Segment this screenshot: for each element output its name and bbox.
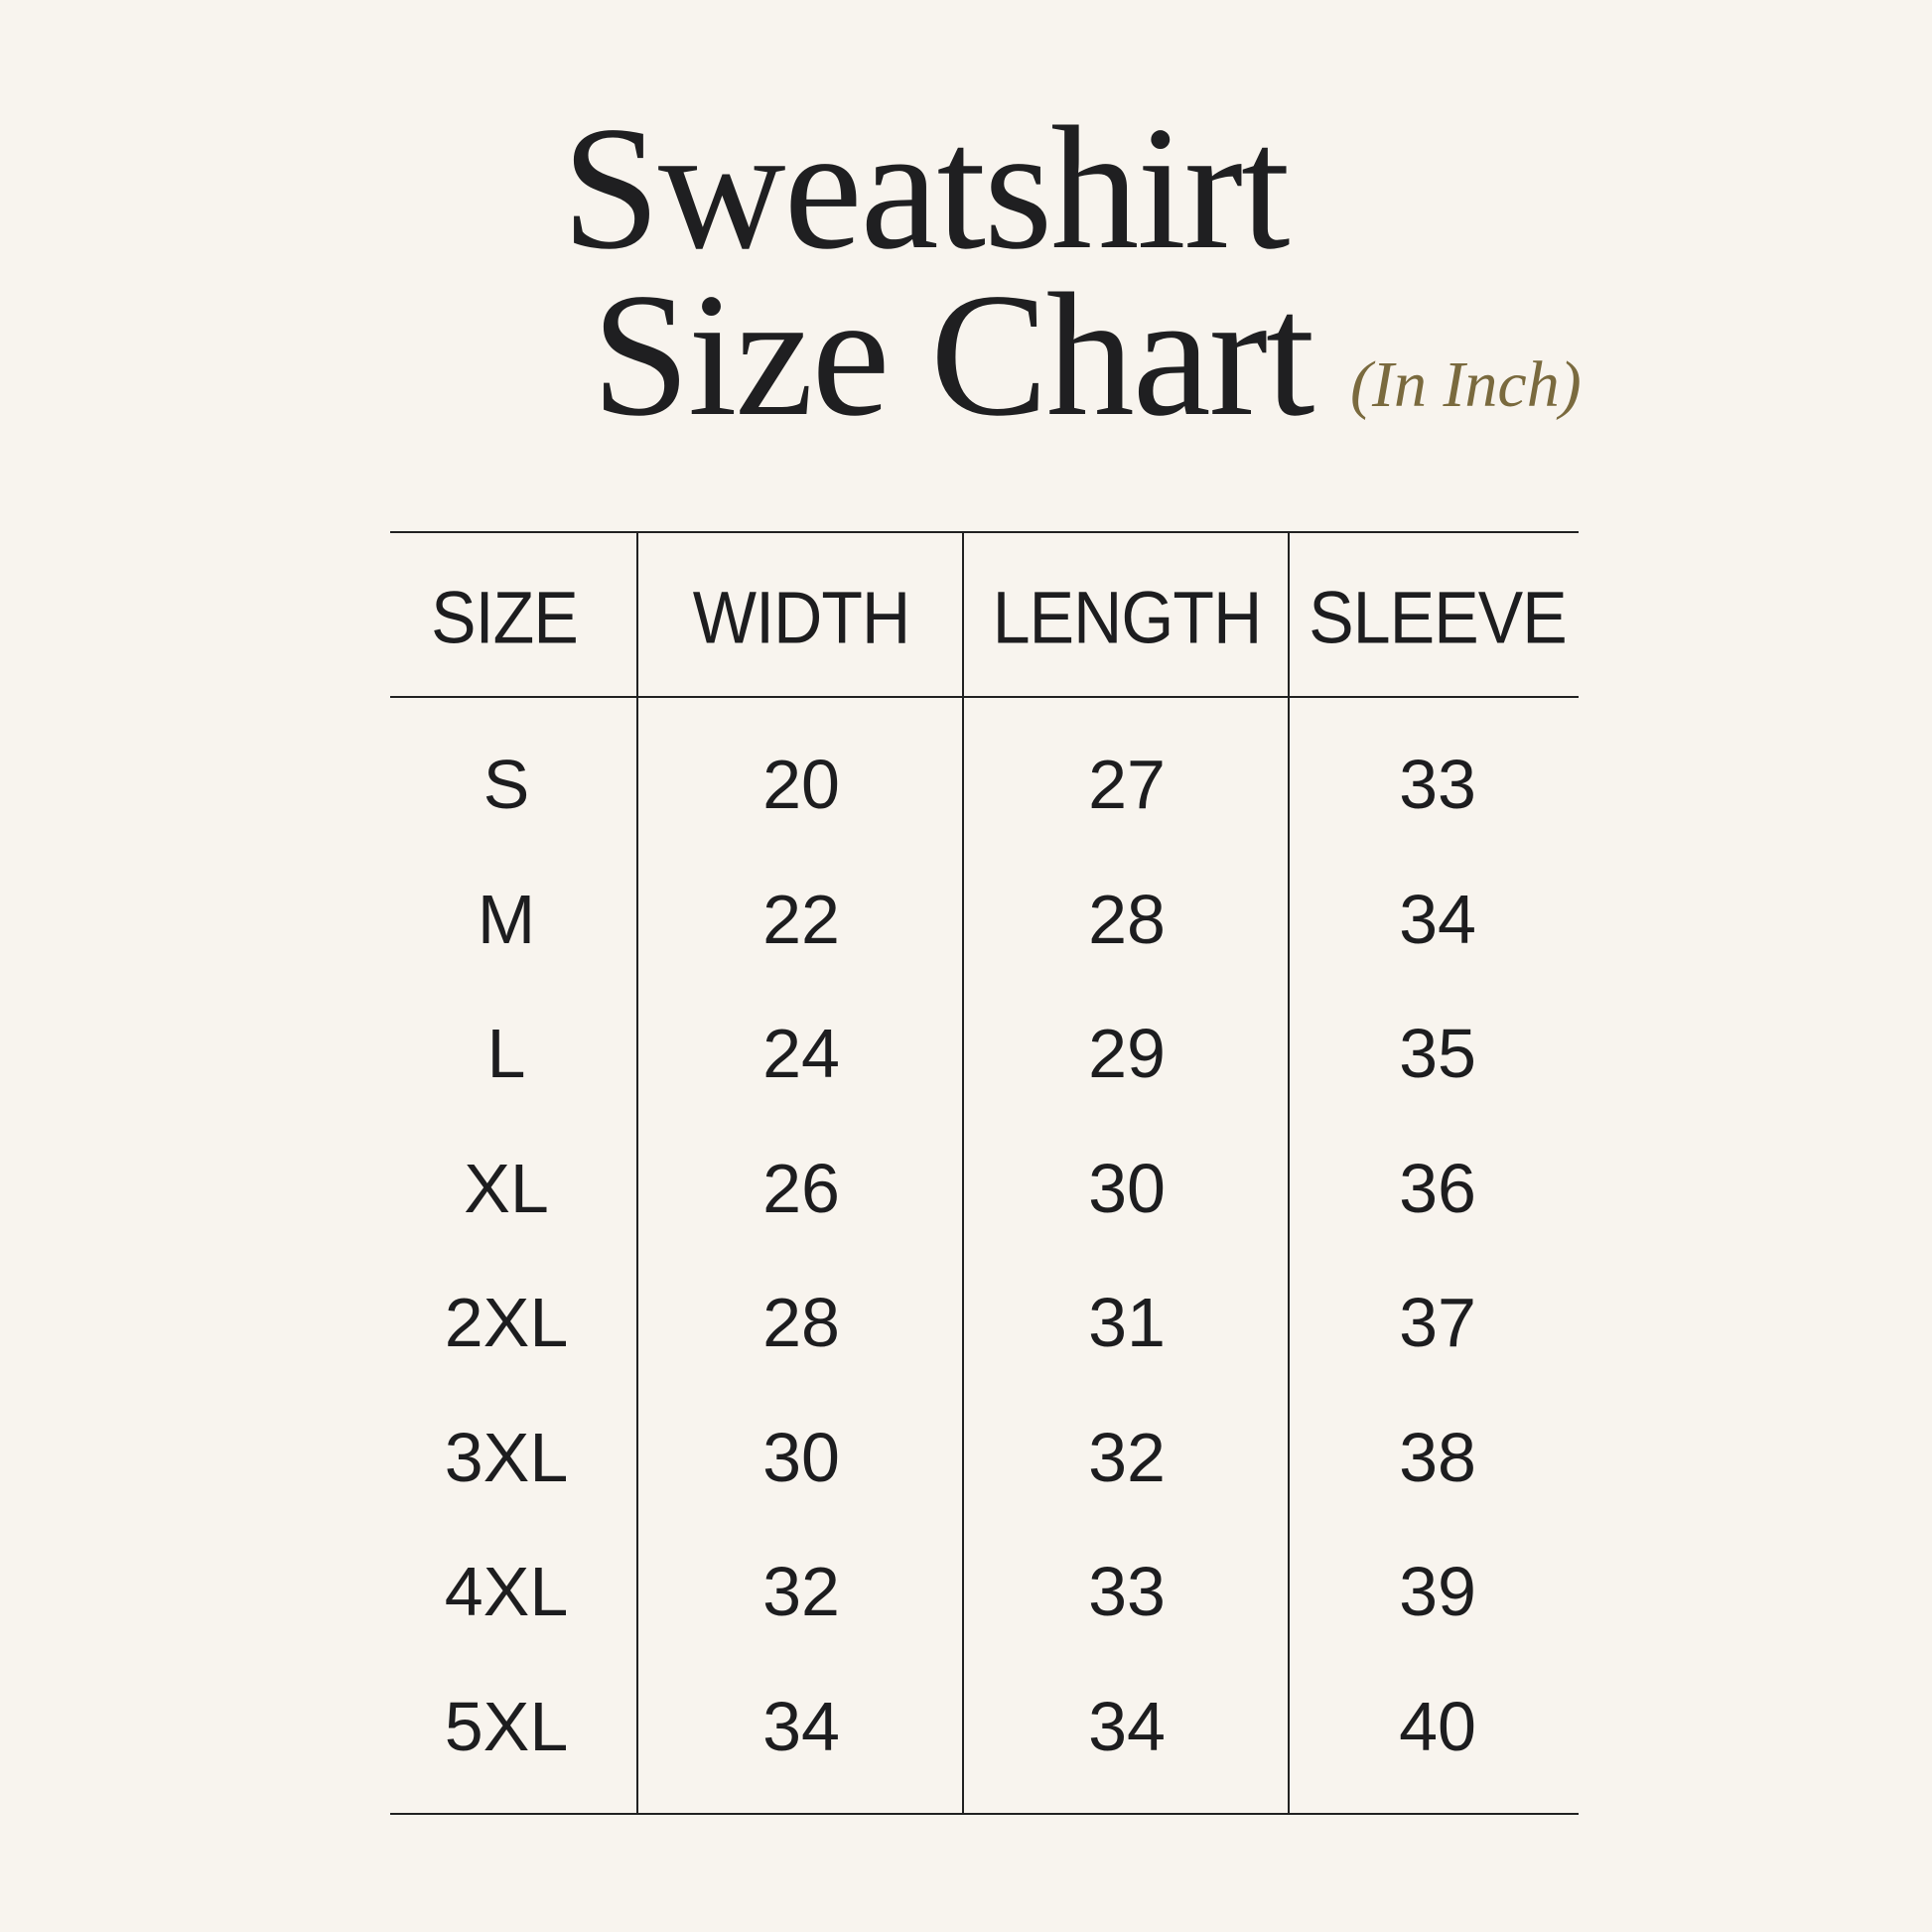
measurement-cell: 30: [762, 1418, 840, 1496]
measurement-cell: 33: [1399, 746, 1476, 823]
measurement-cell: 26: [762, 1149, 840, 1227]
measurement-cell: 24: [762, 1015, 840, 1092]
size-cell: 4XL: [444, 1553, 569, 1630]
title-line-2: Size Chart: [592, 256, 1314, 453]
measurement-cell: 40: [1399, 1687, 1476, 1765]
table-top-rule: [390, 531, 1579, 533]
size-cell: 3XL: [444, 1418, 569, 1496]
measurement-cell: 34: [1088, 1687, 1166, 1765]
size-cell: L: [486, 1015, 526, 1092]
measurement-cell: 32: [762, 1553, 840, 1630]
measurement-cell: 34: [762, 1687, 840, 1765]
measurement-cell: 29: [1088, 1015, 1166, 1092]
size-cell: S: [483, 746, 530, 823]
column-divider: [636, 532, 638, 1814]
measurement-cell: 28: [762, 1284, 840, 1361]
measurement-cell: 27: [1088, 746, 1166, 823]
measurement-cell: 31: [1088, 1284, 1166, 1361]
size-cell: 5XL: [444, 1687, 569, 1765]
unit-label: (In Inch): [1350, 348, 1582, 421]
measurement-cell: 20: [762, 746, 840, 823]
header-rule: [390, 696, 1579, 698]
measurement-cell: 37: [1399, 1284, 1476, 1361]
column-header-width: WIDTH: [692, 576, 910, 659]
measurement-cell: 30: [1088, 1149, 1166, 1227]
measurement-cell: 38: [1399, 1418, 1476, 1496]
column-divider: [1288, 532, 1290, 1814]
column-header-length: LENGTH: [992, 576, 1263, 659]
measurement-cell: 32: [1088, 1418, 1166, 1496]
measurement-cell: 34: [1399, 880, 1476, 958]
title-line-1: Sweatshirt: [562, 89, 1290, 286]
measurement-cell: 28: [1088, 880, 1166, 958]
size-cell: M: [477, 880, 536, 958]
table-bottom-rule: [390, 1813, 1579, 1815]
measurement-cell: 39: [1399, 1553, 1476, 1630]
column-divider: [962, 532, 964, 1814]
measurement-cell: 22: [762, 880, 840, 958]
column-header-size: SIZE: [431, 576, 579, 659]
size-cell: 2XL: [444, 1284, 569, 1361]
size-cell: XL: [464, 1149, 549, 1227]
measurement-cell: 35: [1399, 1015, 1476, 1092]
measurement-cell: 36: [1399, 1149, 1476, 1227]
column-header-sleeve: SLEEVE: [1309, 576, 1567, 659]
measurement-cell: 33: [1088, 1553, 1166, 1630]
